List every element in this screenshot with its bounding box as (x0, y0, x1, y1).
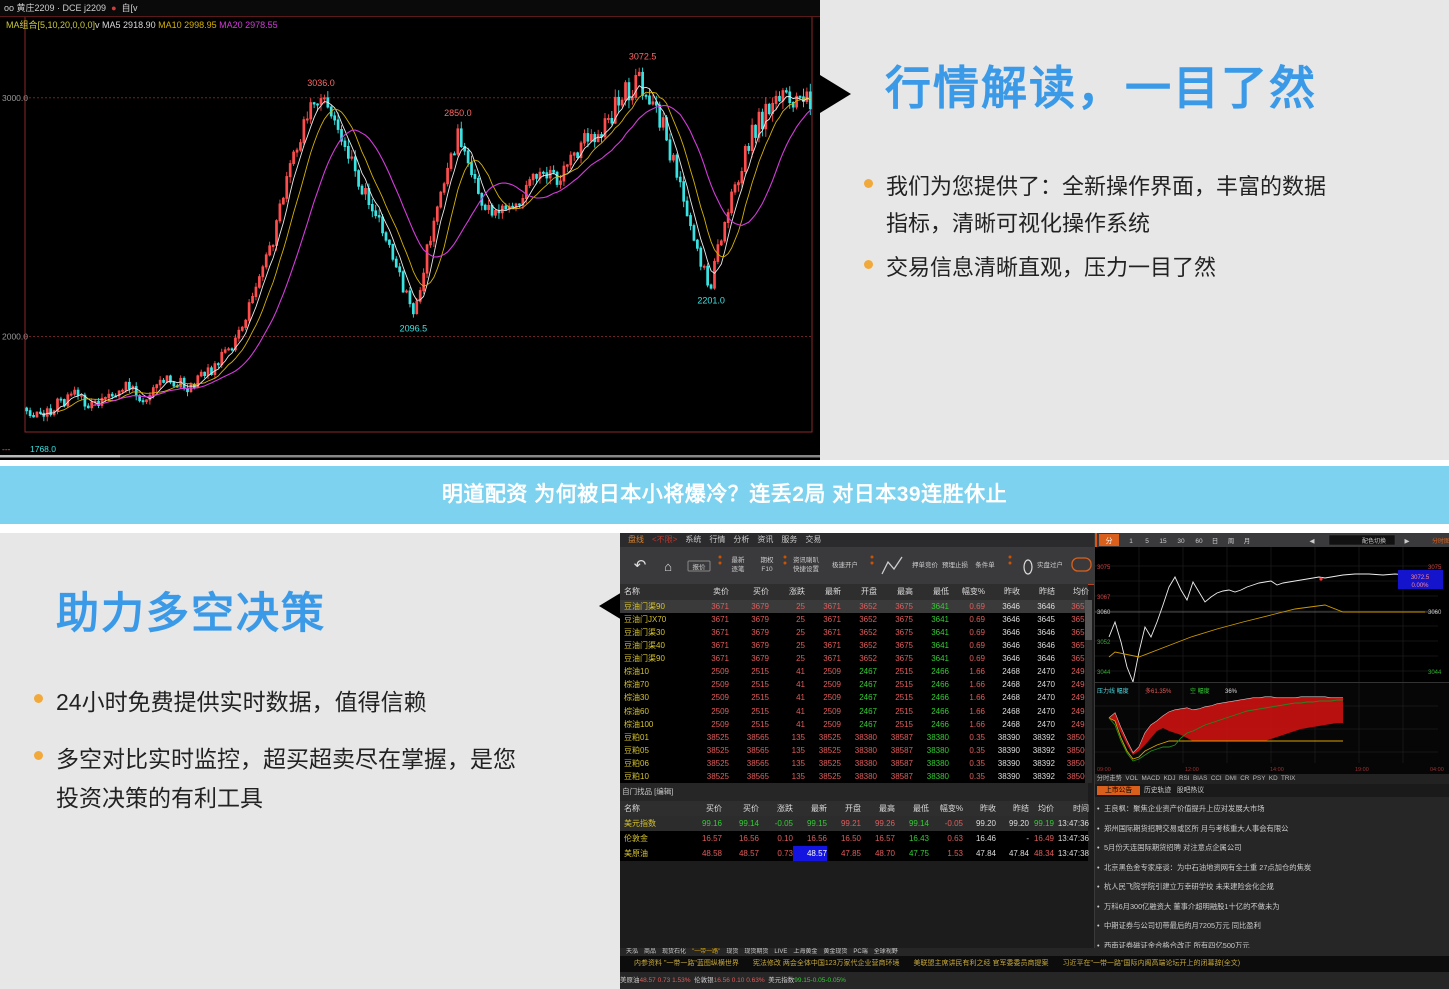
svg-text:配色切换: 配色切换 (1362, 537, 1386, 545)
svg-text:60: 60 (1195, 538, 1203, 545)
svg-text:2850.0: 2850.0 (444, 108, 472, 118)
svg-text:12:00: 12:00 (1185, 767, 1199, 773)
svg-text:逐笔: 逐笔 (732, 564, 746, 573)
svg-text:期权: 期权 (761, 555, 775, 564)
svg-text:36%: 36% (1225, 689, 1238, 695)
svg-text:空 幅度: 空 幅度 (1190, 687, 1210, 695)
svg-text:---: --- (2, 444, 11, 454)
svg-text:15: 15 (1159, 538, 1167, 545)
svg-text:14:00: 14:00 (1270, 767, 1284, 773)
svg-text:0.00%: 0.00% (1411, 583, 1429, 589)
svg-text:3044: 3044 (1097, 670, 1111, 676)
svg-text:09:00: 09:00 (1097, 767, 1111, 773)
svg-text:预埋止损: 预埋止损 (942, 560, 969, 569)
svg-text:1: 1 (1129, 538, 1133, 545)
svg-text:3052: 3052 (1097, 640, 1111, 646)
svg-text:2000.0: 2000.0 (2, 332, 28, 342)
svg-text:3067: 3067 (1097, 595, 1111, 601)
svg-text:分: 分 (1106, 536, 1113, 545)
svg-text:↶: ↶ (634, 557, 647, 574)
svg-text:报价: 报价 (693, 562, 707, 571)
svg-text:F10: F10 (761, 566, 773, 573)
svg-text:周: 周 (1228, 537, 1235, 545)
svg-text:1768.0: 1768.0 (30, 444, 56, 454)
svg-text:3072.5: 3072.5 (1411, 575, 1430, 581)
svg-text:条件单: 条件单 (975, 560, 995, 569)
svg-text:3060: 3060 (1097, 610, 1111, 616)
svg-text:资讯喇叭: 资讯喇叭 (793, 555, 820, 564)
svg-text:3072.5: 3072.5 (629, 52, 657, 62)
svg-text:月: 月 (1244, 537, 1251, 545)
svg-text:5: 5 (1145, 538, 1149, 545)
svg-text:压力线 幅度: 压力线 幅度 (1097, 687, 1129, 695)
svg-text:3075: 3075 (1097, 565, 1111, 571)
svg-text:极速开户: 极速开户 (832, 560, 858, 569)
svg-text:分时图: 分时图 (1432, 537, 1449, 545)
svg-text:日: 日 (1212, 537, 1219, 545)
svg-text:30: 30 (1177, 538, 1185, 545)
svg-text:押单竞价: 押单竞价 (912, 560, 939, 569)
svg-text:多61.35%: 多61.35% (1145, 687, 1172, 695)
svg-text:快捷设置: 快捷设置 (793, 564, 820, 573)
svg-text:最新: 最新 (732, 555, 746, 564)
svg-text:实盘过户: 实盘过户 (1037, 560, 1063, 569)
svg-text:2201.0: 2201.0 (697, 296, 725, 306)
svg-text:3036.0: 3036.0 (307, 78, 335, 88)
svg-text:3060: 3060 (1428, 610, 1442, 616)
svg-text:3044: 3044 (1428, 670, 1442, 676)
svg-text:3000.0: 3000.0 (2, 93, 28, 103)
svg-text:2096.5: 2096.5 (400, 324, 428, 334)
svg-text:04:00: 04:00 (1430, 767, 1444, 773)
svg-text:19:00: 19:00 (1355, 767, 1369, 773)
svg-text:⌂: ⌂ (664, 559, 672, 574)
